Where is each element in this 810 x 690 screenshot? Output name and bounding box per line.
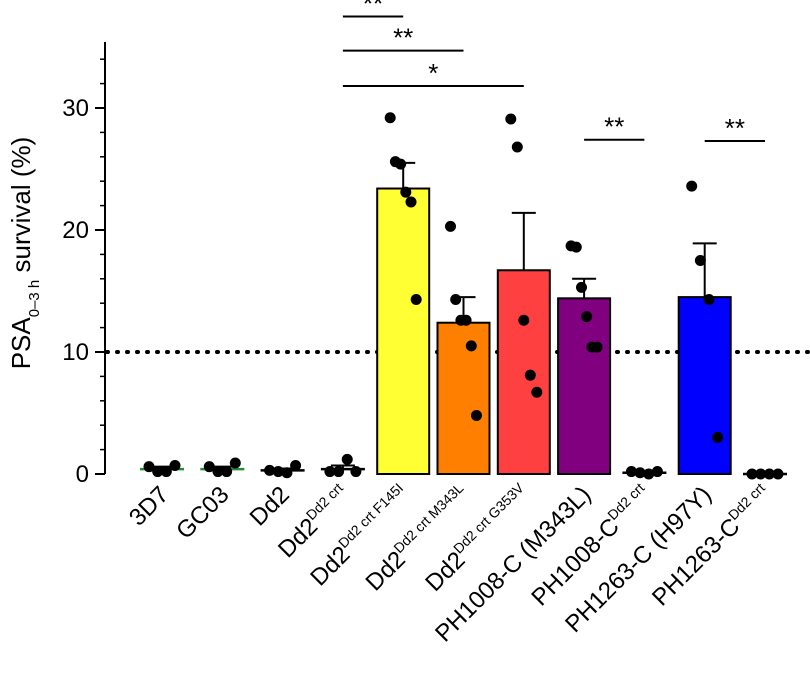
data-point xyxy=(763,468,775,480)
data-point xyxy=(445,220,456,232)
data-point xyxy=(203,461,215,473)
data-point xyxy=(591,341,603,353)
data-points xyxy=(143,112,784,480)
y-axis-label-rest: survival (%) xyxy=(6,137,36,280)
y-axis-label: PSA0–3 h survival (%) xyxy=(6,137,43,370)
x-tick-label-superscript: Dd2 crt xyxy=(303,480,346,523)
data-point xyxy=(410,294,422,306)
data-point xyxy=(229,457,241,469)
data-point xyxy=(281,467,293,479)
data-point xyxy=(505,113,517,125)
data-point xyxy=(395,158,407,170)
data-point xyxy=(169,459,181,471)
data-point xyxy=(341,453,353,465)
x-tick-label: Dd2 xyxy=(245,481,295,531)
bar xyxy=(557,297,612,475)
data-point xyxy=(333,466,345,478)
x-tick-label: Dd2Dd2 crt G353V xyxy=(419,479,537,597)
y-tick-label: 20 xyxy=(62,217,89,244)
data-point xyxy=(524,369,536,381)
x-tick-label-superscript: Dd2 crt xyxy=(604,480,647,523)
data-point xyxy=(772,468,784,480)
data-point xyxy=(460,314,472,326)
data-point xyxy=(450,294,462,306)
data-point xyxy=(634,467,646,479)
data-point xyxy=(755,468,767,480)
data-point xyxy=(221,466,233,478)
data-point xyxy=(290,459,302,471)
data-point xyxy=(264,464,276,476)
data-point xyxy=(518,314,530,326)
data-point xyxy=(643,468,655,480)
x-tick-label: GC03 xyxy=(171,481,234,544)
bar xyxy=(677,296,732,475)
data-point xyxy=(143,461,155,473)
data-point xyxy=(570,241,582,253)
data-point xyxy=(651,466,663,478)
data-point xyxy=(400,186,412,198)
y-axis-label-main: PSA xyxy=(6,317,36,370)
data-point xyxy=(746,468,758,480)
data-point xyxy=(384,112,396,124)
y-axis-label-subscript: 0–3 h xyxy=(26,280,43,318)
significance-label: ** xyxy=(604,112,624,142)
x-tick-label: 3D7 xyxy=(124,481,174,531)
significance-label: ** xyxy=(725,113,745,143)
x-tick-label-base: GC03 xyxy=(171,481,234,544)
significance-brackets: ******* ** xyxy=(342,0,765,143)
data-point xyxy=(465,340,477,352)
bar xyxy=(436,321,491,475)
data-point xyxy=(212,466,224,478)
data-point xyxy=(350,466,362,478)
y-tick-label: 0 xyxy=(76,461,89,488)
x-tick-label-base: Dd2 xyxy=(245,481,295,531)
data-point xyxy=(694,255,706,266)
data-point xyxy=(405,196,417,208)
data-point xyxy=(581,311,593,323)
data-point xyxy=(272,466,284,478)
bar xyxy=(496,269,551,476)
y-tick-label: 10 xyxy=(62,339,89,366)
significance-label: ** xyxy=(363,0,383,19)
data-point xyxy=(531,386,543,398)
data-point xyxy=(703,294,715,306)
bar xyxy=(376,187,431,476)
y-axis: 0 10 20 30 xyxy=(62,42,106,488)
bars xyxy=(140,187,787,476)
data-point xyxy=(686,180,698,192)
data-point xyxy=(324,466,336,478)
y-tick-label: 30 xyxy=(62,95,89,122)
data-point xyxy=(625,466,637,478)
x-tick-label-base: 3D7 xyxy=(124,481,174,531)
error-bars xyxy=(150,161,717,474)
data-point xyxy=(511,141,523,153)
significance-label: ** xyxy=(393,23,413,53)
data-point xyxy=(160,466,172,478)
data-point xyxy=(576,281,587,293)
x-tick-label-superscript: Dd2 crt xyxy=(725,480,768,523)
data-point xyxy=(152,466,164,478)
significance-label: * xyxy=(428,58,438,88)
data-point xyxy=(471,409,482,421)
data-point xyxy=(712,431,724,443)
